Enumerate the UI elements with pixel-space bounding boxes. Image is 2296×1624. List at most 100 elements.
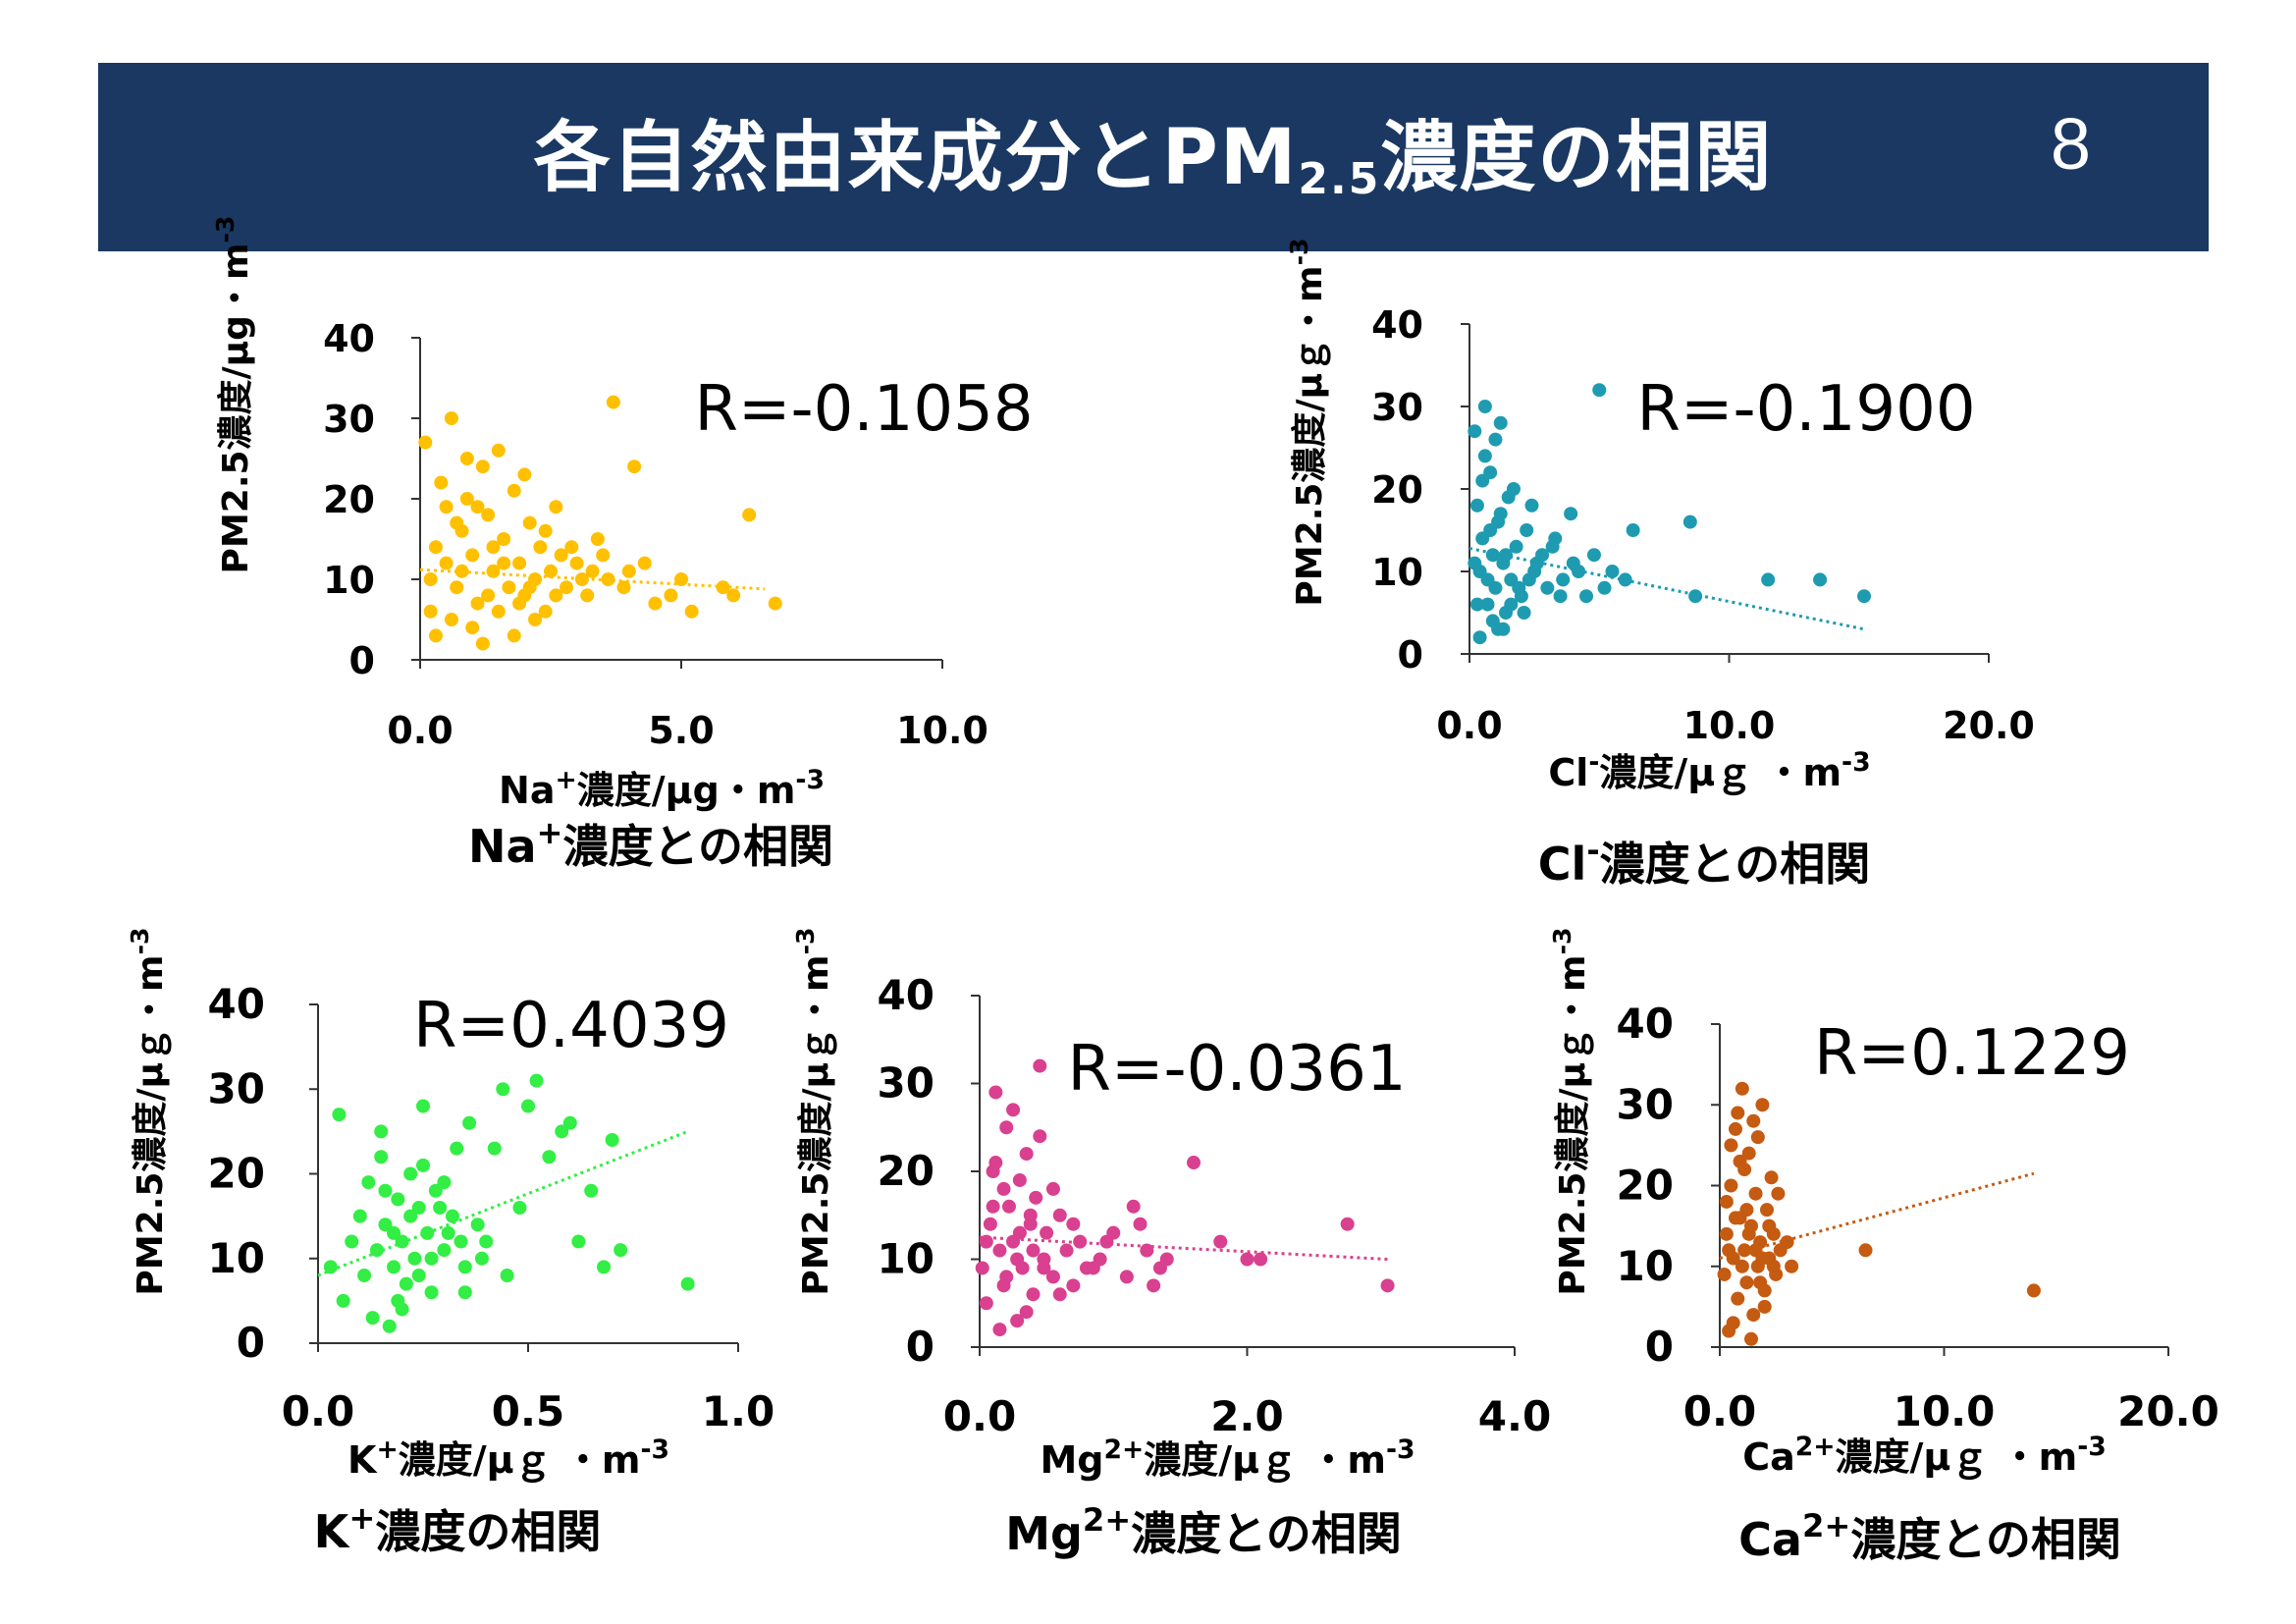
y-tick-label: 10	[208, 1234, 265, 1282]
x-tick-label: 0.0	[282, 1387, 354, 1435]
data-point	[1517, 606, 1531, 620]
data-point	[996, 1181, 1011, 1196]
data-point	[680, 1276, 695, 1291]
data-point	[474, 1251, 489, 1266]
data-point	[1750, 1130, 1765, 1145]
data-point	[512, 1201, 527, 1215]
y-tick-label: 10	[1617, 1242, 1674, 1290]
data-point	[1010, 1314, 1025, 1328]
data-point	[1755, 1251, 1770, 1266]
data-point	[470, 500, 485, 514]
data-point	[454, 1234, 468, 1249]
correlation-value: R=0.4039	[413, 990, 729, 1062]
data-point	[450, 580, 464, 595]
data-point	[361, 1175, 376, 1190]
data-point	[423, 572, 438, 586]
data-point	[491, 604, 506, 619]
data-point	[1626, 523, 1640, 537]
data-point	[1026, 1243, 1041, 1258]
data-point	[1493, 415, 1508, 430]
data-point	[522, 515, 537, 530]
data-point	[369, 1243, 384, 1258]
data-point	[399, 1276, 413, 1291]
data-point	[1761, 572, 1776, 587]
data-point	[481, 508, 496, 522]
trendline	[317, 1129, 689, 1277]
y-axis-label: PM2.5濃度/μｇ・m-3	[1548, 927, 1594, 1295]
data-point	[648, 596, 663, 611]
x-tick-label: 4.0	[1478, 1392, 1551, 1440]
data-point	[988, 1156, 1003, 1170]
data-point	[1019, 1147, 1034, 1162]
data-point	[979, 1234, 993, 1249]
data-point	[1488, 432, 1503, 447]
slide-title: 各自然由来成分とPM2.5濃度の相関	[533, 114, 1774, 204]
data-point	[1785, 1259, 1799, 1273]
data-point	[1033, 1058, 1047, 1073]
data-point	[585, 564, 600, 578]
data-point	[1012, 1225, 1027, 1240]
data-point	[627, 460, 642, 474]
y-tick-label: 0	[906, 1323, 934, 1371]
x-tick-label: 0.0	[943, 1392, 1016, 1440]
data-point	[1746, 1308, 1761, 1323]
data-point	[664, 588, 678, 603]
data-point	[988, 1085, 1003, 1100]
chart-caption: Ca2+濃度との相関	[1738, 1507, 2121, 1566]
y-axis-label: PM2.5濃度/μｇ・m-3	[791, 927, 837, 1295]
data-point	[1512, 580, 1526, 595]
data-point	[1213, 1234, 1228, 1249]
data-point	[497, 532, 511, 546]
data-point	[1780, 1235, 1794, 1250]
correlation-value: R=-0.0361	[1067, 1033, 1406, 1106]
x-tick-label: 2.0	[1210, 1392, 1283, 1440]
data-point	[1605, 565, 1620, 578]
data-point	[1726, 1316, 1740, 1330]
data-point	[428, 540, 443, 555]
data-point	[1506, 482, 1521, 496]
data-point	[1066, 1278, 1081, 1293]
x-tick-label: 0.0	[1683, 1387, 1756, 1435]
y-tick-label: 0	[237, 1319, 265, 1367]
data-point	[365, 1311, 380, 1326]
data-point	[428, 628, 443, 643]
data-point	[1741, 1226, 1756, 1241]
data-point	[475, 636, 490, 651]
data-point	[1739, 1203, 1754, 1218]
data-point	[439, 556, 454, 570]
y-tick-label: 40	[1617, 1000, 1674, 1048]
data-point	[434, 475, 449, 490]
page-number: 8	[2050, 103, 2091, 185]
y-axis-label: PM2.5濃度/μｇ・m-3	[126, 927, 172, 1295]
data-point	[999, 1120, 1014, 1135]
data-point	[1753, 1275, 1768, 1290]
data-point	[1126, 1199, 1141, 1214]
x-tick-label: 10.0	[1683, 704, 1776, 747]
data-point	[1472, 630, 1487, 645]
data-point	[726, 588, 741, 603]
x-tick-label: 1.0	[702, 1387, 774, 1435]
data-point	[1119, 1270, 1134, 1284]
data-point	[486, 540, 501, 555]
data-point	[2026, 1283, 2041, 1298]
data-point	[1052, 1208, 1067, 1222]
data-point	[1755, 1098, 1770, 1112]
data-point	[1187, 1156, 1201, 1170]
data-point	[542, 1150, 557, 1164]
chart-caption: Mg2+濃度との相関	[1005, 1501, 1402, 1560]
data-point	[459, 492, 474, 506]
data-point	[975, 1261, 989, 1275]
data-point	[336, 1293, 350, 1308]
y-tick-label: 20	[1371, 468, 1423, 512]
data-point	[992, 1323, 1007, 1337]
data-point	[1010, 1252, 1025, 1267]
data-point	[1052, 1287, 1067, 1302]
data-point	[1493, 507, 1508, 521]
data-point	[479, 1234, 494, 1249]
data-point	[418, 435, 433, 450]
data-point	[1722, 1243, 1736, 1258]
y-tick-label: 30	[1371, 386, 1423, 429]
data-point	[596, 548, 611, 563]
data-point	[1731, 1291, 1745, 1306]
data-point	[1724, 1138, 1738, 1153]
